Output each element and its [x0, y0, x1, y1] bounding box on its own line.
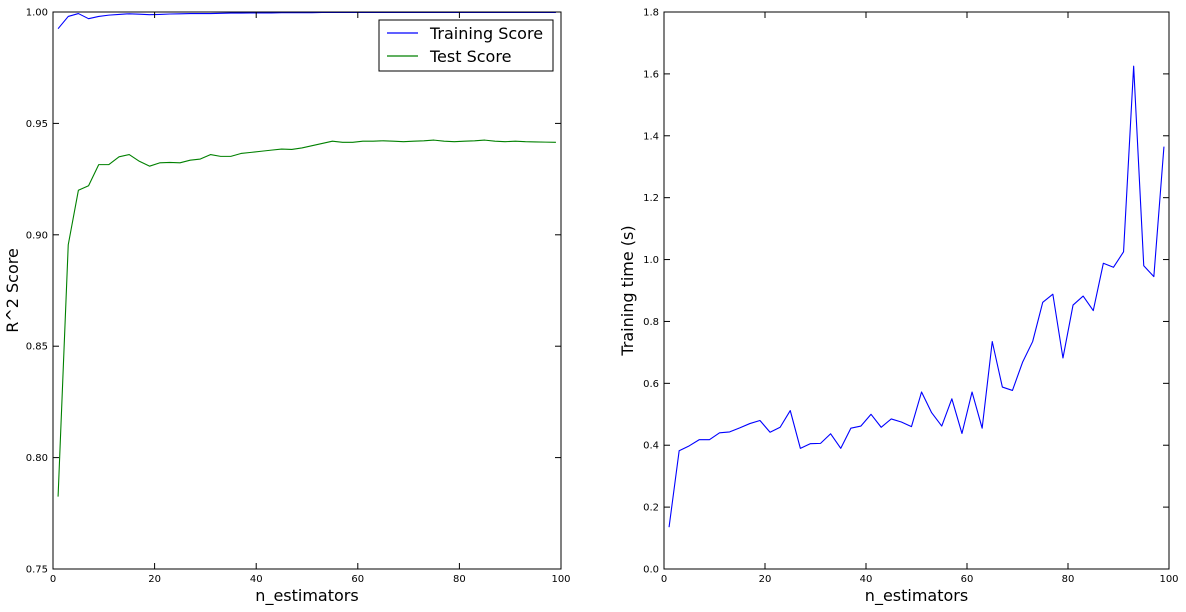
time-y-tick-label: 0.8 — [643, 317, 659, 328]
r2-y-tick-label: 0.80 — [26, 453, 48, 464]
r2-y-axis-label: R^2 Score — [3, 248, 22, 333]
r2-y-tick-label: 0.95 — [26, 119, 48, 130]
r2-x-tick-label: 40 — [250, 574, 263, 585]
time-y-tick-label: 1.8 — [643, 8, 659, 19]
r2-x-tick-label: 20 — [148, 574, 161, 585]
time-x-axis-label: n_estimators — [865, 586, 968, 606]
time-y-tick-label: 1.0 — [643, 255, 659, 266]
r2-x-tick-label: 80 — [453, 574, 466, 585]
time-y-tick-label: 1.2 — [643, 193, 659, 204]
r2-x-tick-label: 0 — [50, 574, 56, 585]
time-x-tick-label: 100 — [1159, 574, 1178, 585]
r2-y-tick-label: 0.85 — [26, 342, 48, 353]
time-series-line-1 — [668, 65, 1165, 528]
time-x-tick-label: 0 — [661, 574, 667, 585]
r2-plot-area — [53, 12, 561, 569]
r2-plot-frame — [52, 11, 562, 570]
legend-training-score-label: Training Score — [429, 24, 543, 43]
r2-y-tick-label: 0.90 — [26, 230, 48, 241]
time-x-tick-label: 60 — [961, 574, 974, 585]
time-y-tick-label: 0.2 — [643, 503, 659, 514]
r2-series-line-test-score — [57, 139, 556, 497]
r2-axis-ticks: 0 20 40 60 80 100 0.75 0.80 0.85 0.90 0.95 1.00 — [26, 8, 571, 586]
r2-legend-box — [378, 19, 554, 72]
time-y-tick-label: 0.6 — [643, 379, 659, 390]
time-plot-area — [664, 12, 1169, 569]
time-y-axis-label: Training time (s) — [618, 225, 637, 356]
time-series-lines — [668, 65, 1165, 528]
legend-test-score-label: Test Score — [429, 47, 511, 66]
time-y-tick-label: 1.4 — [643, 131, 659, 142]
r2-y-tick-label: 1.00 — [26, 8, 48, 19]
time-y-tick-label: 1.6 — [643, 69, 659, 80]
r2-x-tick-label: 60 — [351, 574, 364, 585]
time-y-tick-label: 0.4 — [643, 441, 659, 452]
r2-y-tick-label: 0.75 — [26, 565, 48, 576]
chart-training-time: 0 20 40 60 80 100 0.0 0.2 0.4 0.6 0.8 1.0 1.2 1.4 1.6 1… — [618, 8, 1179, 607]
time-y-tick-label: 0.0 — [643, 565, 659, 576]
r2-x-axis-label: n_estimators — [255, 586, 358, 606]
r2-legend: Training Score Test Score — [378, 19, 554, 72]
time-plot-frame — [663, 11, 1170, 570]
time-x-tick-label: 20 — [759, 574, 772, 585]
time-x-tick-label: 40 — [860, 574, 873, 585]
r2-x-tick-label: 100 — [551, 574, 570, 585]
chart-r2-score: 0 20 40 60 80 100 0.75 0.80 0.85 0.90 0.95 1.00 n_e… — [3, 8, 571, 607]
time-x-tick-label: 80 — [1062, 574, 1075, 585]
